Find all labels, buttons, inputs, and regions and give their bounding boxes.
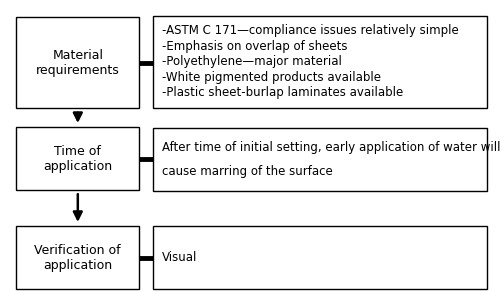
- Text: Visual: Visual: [162, 251, 197, 264]
- Bar: [153, 226, 486, 289]
- Bar: [16, 17, 139, 108]
- Text: -Plastic sheet-burlap laminates available: -Plastic sheet-burlap laminates availabl…: [162, 86, 403, 99]
- Text: Time of
application: Time of application: [43, 145, 112, 173]
- Text: Material
requirements: Material requirements: [36, 49, 119, 77]
- Text: Verification of
application: Verification of application: [35, 244, 121, 272]
- Bar: [153, 16, 486, 108]
- Text: After time of initial setting, early application of water will: After time of initial setting, early app…: [162, 141, 499, 154]
- Bar: [16, 127, 139, 190]
- Text: cause marring of the surface: cause marring of the surface: [162, 165, 332, 178]
- Text: -Polyethylene—major material: -Polyethylene—major material: [162, 55, 341, 68]
- Bar: [153, 128, 486, 191]
- Text: -White pigmented products available: -White pigmented products available: [162, 71, 380, 84]
- Text: -ASTM C 171—compliance issues relatively simple: -ASTM C 171—compliance issues relatively…: [162, 24, 458, 38]
- Bar: [16, 226, 139, 289]
- Text: -Emphasis on overlap of sheets: -Emphasis on overlap of sheets: [162, 40, 347, 53]
